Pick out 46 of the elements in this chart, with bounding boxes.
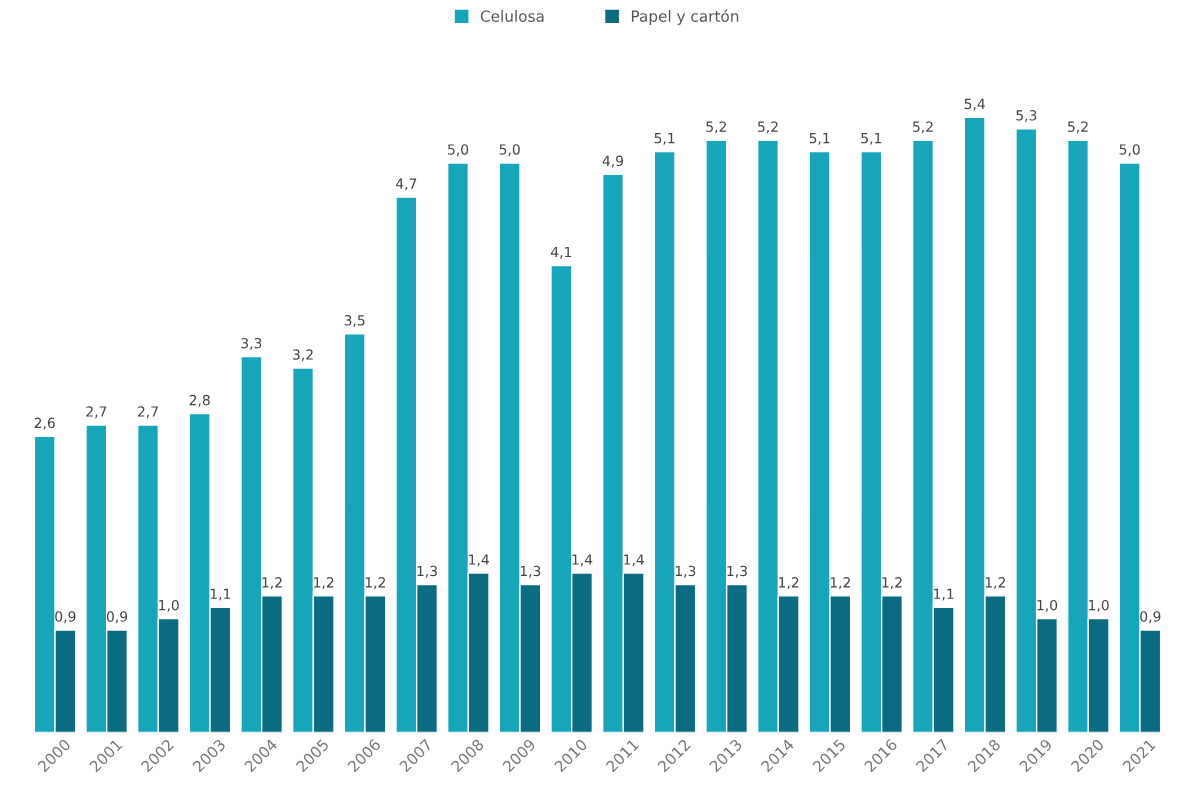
data-label: 5,3: [1016, 110, 1037, 122]
legend-label: Celulosa: [480, 10, 544, 22]
data-label: 1,4: [572, 554, 593, 567]
data-label: 3,3: [241, 337, 262, 350]
data-label: 1,2: [779, 577, 799, 590]
data-label: 5,2: [758, 121, 778, 134]
data-label: 4,7: [395, 178, 417, 191]
data-label: 5,0: [499, 144, 520, 157]
data-label: 5,2: [913, 121, 933, 134]
data-label: 1,4: [624, 554, 644, 567]
data-label: 1,2: [365, 577, 385, 590]
data-label: 3,2: [293, 349, 313, 362]
data-label: 5,2: [706, 121, 726, 134]
data-label: 2,7: [86, 406, 107, 419]
data-label: 1,2: [314, 577, 334, 590]
data-label: 1,2: [882, 577, 902, 590]
data-label: 1,3: [520, 565, 541, 578]
data-label: 3,5: [344, 315, 365, 328]
data-label: 4,9: [602, 155, 624, 168]
data-label: 1,3: [727, 565, 747, 578]
data-label: 5,1: [861, 133, 882, 145]
data-label: 1,3: [417, 565, 437, 578]
data-label: 5,4: [964, 98, 985, 111]
data-label: 0,9: [1140, 611, 1161, 624]
data-label: 5,1: [809, 133, 830, 145]
data-label: 2,6: [34, 417, 55, 430]
data-label: 1,2: [262, 577, 282, 590]
data-label: 0,9: [55, 611, 76, 624]
data-label: 0,9: [106, 611, 128, 624]
data-label: 4,1: [550, 246, 572, 259]
data-label: 1,2: [830, 577, 850, 590]
legend-label: Papel y cartón: [631, 9, 739, 25]
data-label: 1,3: [675, 565, 696, 578]
data-label: 1,0: [159, 599, 179, 612]
data-label: 5,2: [1068, 121, 1088, 134]
data-label: 1,2: [985, 577, 1005, 590]
data-label: 1,0: [1037, 599, 1058, 612]
data-label: 2,7: [137, 406, 158, 419]
data-label: 5,0: [448, 144, 469, 157]
data-label: 1,0: [1089, 599, 1109, 612]
data-label: 2,8: [189, 394, 210, 407]
data-label: 5,0: [1119, 144, 1140, 157]
data-label: 1,1: [934, 588, 954, 601]
data-label: 1,4: [469, 554, 489, 567]
data-label: 5,1: [654, 133, 675, 145]
data-label: 1,1: [210, 588, 231, 601]
